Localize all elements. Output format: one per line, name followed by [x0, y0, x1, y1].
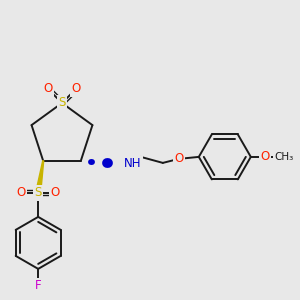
Text: S: S: [58, 97, 66, 110]
Text: S: S: [34, 186, 42, 200]
Text: NH: NH: [124, 158, 141, 170]
Text: S: S: [58, 97, 66, 110]
Text: O: O: [71, 82, 81, 95]
Text: O: O: [51, 186, 60, 200]
Text: O: O: [16, 186, 26, 200]
Text: O: O: [260, 150, 269, 164]
Text: O: O: [174, 152, 183, 165]
Text: O: O: [16, 186, 26, 200]
Text: CH₃: CH₃: [274, 152, 293, 162]
Text: O: O: [174, 152, 183, 165]
Text: O: O: [44, 82, 52, 95]
Text: F: F: [35, 279, 41, 292]
Text: O: O: [260, 150, 269, 164]
Text: O: O: [44, 82, 52, 95]
Text: O: O: [71, 82, 81, 95]
Polygon shape: [36, 161, 44, 193]
Text: F: F: [35, 279, 41, 292]
Text: S: S: [34, 186, 42, 200]
Text: O: O: [51, 186, 60, 200]
Text: NH: NH: [124, 158, 141, 170]
